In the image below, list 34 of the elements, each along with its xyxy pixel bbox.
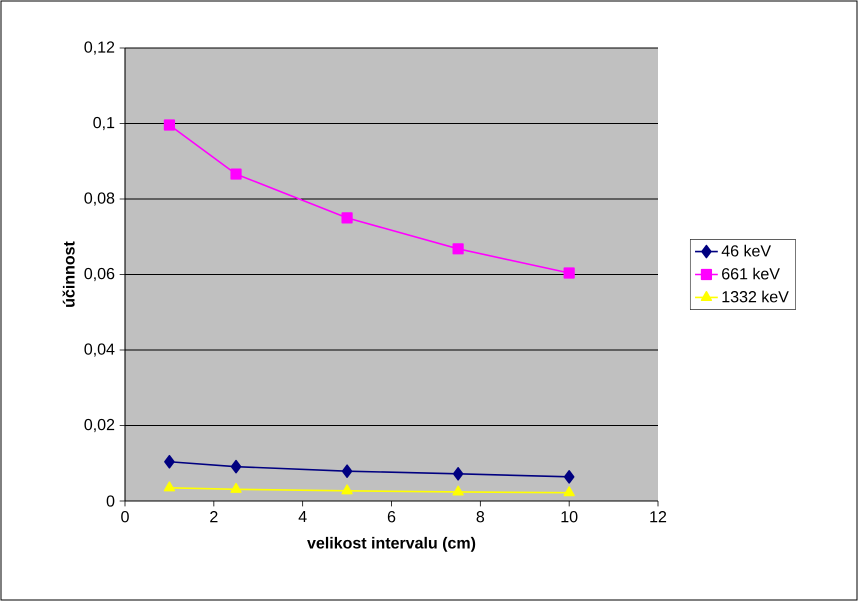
x-tick-label: 10 — [561, 511, 578, 522]
x-tick-label: 2 — [210, 511, 218, 522]
point — [564, 470, 574, 484]
point — [341, 484, 353, 494]
y-tick-label: 0,02 — [84, 418, 114, 432]
x-tick-label: 12 — [650, 511, 666, 522]
point — [452, 243, 464, 254]
y-tick-label: 0,1 — [93, 116, 114, 130]
point — [230, 482, 242, 493]
y-tick-label: 0,08 — [84, 192, 114, 206]
x-tick-label: 0 — [121, 511, 129, 522]
y-tick-label: 0 — [106, 495, 114, 507]
point — [164, 454, 175, 469]
point — [342, 464, 352, 478]
point — [341, 212, 353, 224]
y-axis-title: účinnost — [62, 241, 75, 307]
point — [564, 267, 575, 279]
x-tick-label: 6 — [388, 511, 396, 522]
point — [164, 481, 176, 492]
y-tick-label: 0,04 — [84, 343, 114, 357]
point — [452, 467, 464, 481]
point — [230, 168, 242, 180]
y-tick-label: 0,12 — [84, 41, 114, 55]
point — [230, 460, 242, 474]
x-tick-label: 8 — [476, 511, 484, 522]
point — [564, 486, 575, 496]
legend-label: 661 keV — [722, 268, 780, 280]
y-tick-label: 0,06 — [84, 268, 114, 282]
x-tick-label: 4 — [298, 511, 307, 522]
point — [164, 119, 176, 131]
legend-label: 1332 keV — [722, 290, 789, 302]
legend-label: 46 keV — [722, 244, 771, 257]
point — [452, 486, 464, 496]
x-axis-title: velikost intervalu (cm) — [307, 536, 476, 552]
